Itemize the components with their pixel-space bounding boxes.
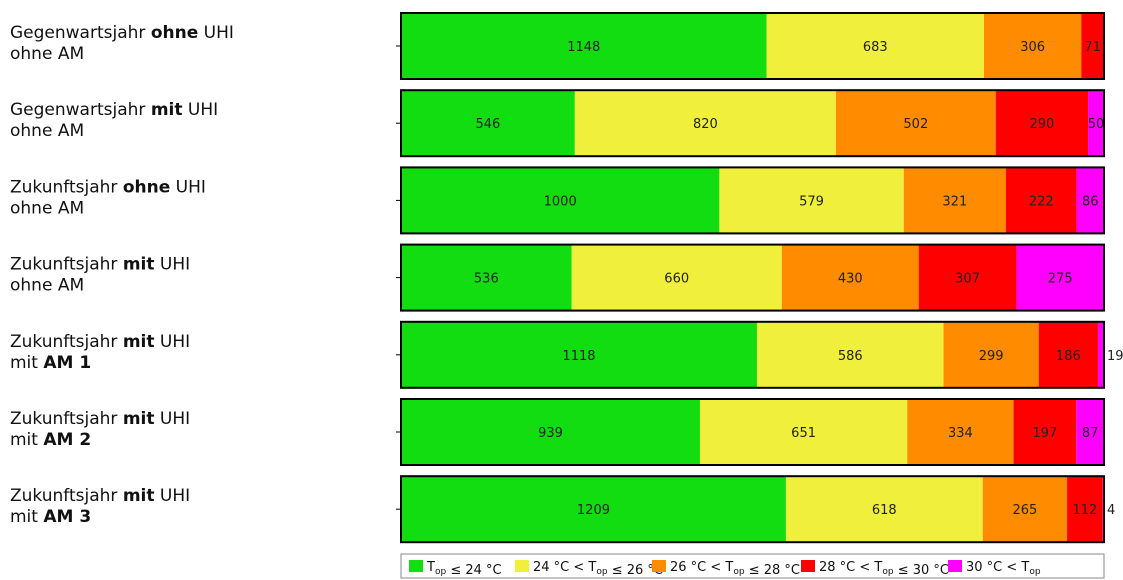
bar-segment — [1005, 167, 1077, 234]
bar-segment — [766, 13, 984, 79]
category-label: Gegenwartsjahr mit UHI ohne AM — [10, 100, 218, 141]
data-label: 275 — [1048, 272, 1073, 287]
data-label: 87 — [1082, 426, 1099, 441]
bar-segment — [1076, 167, 1104, 234]
data-label: 197 — [1033, 426, 1058, 441]
bar-segment — [982, 476, 1068, 543]
bar-segment — [918, 244, 1017, 311]
legend-label: 30 °C < Top — [966, 560, 1041, 577]
bar-outline — [400, 89, 1105, 158]
bar-outline — [400, 12, 1105, 80]
data-label: 618 — [872, 503, 897, 518]
data-label: 86 — [1082, 194, 1099, 209]
bar-segment — [574, 90, 836, 157]
bar-segment — [835, 90, 996, 157]
bar-segment — [699, 399, 908, 465]
data-label: 1000 — [544, 194, 577, 209]
bar-segment — [1013, 399, 1077, 465]
bar-segment — [1081, 13, 1104, 79]
data-label: 1148 — [567, 40, 600, 55]
data-label: 586 — [838, 349, 863, 364]
data-label: 820 — [693, 117, 718, 132]
data-label: 299 — [979, 349, 1004, 364]
category-label: Zukunftsjahr mit UHI mit AM 2 — [10, 409, 190, 450]
bar-segment — [907, 399, 1014, 465]
bar-segment — [1097, 321, 1104, 388]
data-label: 651 — [791, 426, 816, 441]
bar-segment — [1076, 399, 1104, 465]
data-label: 430 — [838, 272, 863, 287]
data-label: 1118 — [562, 349, 595, 364]
bar-segment — [401, 13, 767, 79]
data-label: 19 — [1107, 349, 1123, 364]
legend-swatch — [409, 560, 423, 572]
data-label: 307 — [955, 272, 980, 287]
data-label: 71 — [1084, 40, 1101, 55]
bar-outline — [400, 398, 1105, 466]
bar-segment — [401, 244, 572, 311]
data-label: 546 — [476, 117, 501, 132]
bar-outline — [400, 243, 1105, 312]
bar-segment — [401, 90, 575, 157]
data-label: 4 — [1107, 503, 1115, 518]
data-label: 502 — [903, 117, 928, 132]
legend-swatch — [948, 560, 962, 572]
bar-segment — [401, 476, 786, 543]
data-label: 186 — [1056, 349, 1081, 364]
data-label: 222 — [1029, 194, 1054, 209]
data-label: 290 — [1030, 117, 1055, 132]
bar-segment — [1016, 244, 1104, 311]
data-label: 112 — [1072, 503, 1097, 518]
legend-swatch — [801, 560, 815, 572]
bar-segment — [983, 13, 1082, 79]
bar-segment — [401, 321, 757, 388]
data-label: 683 — [863, 40, 888, 55]
category-label: Zukunftsjahr mit UHI ohne AM — [10, 255, 190, 296]
legend-label: 26 °C < Top ≤ 28 °C — [670, 560, 800, 578]
bar-segment — [781, 244, 919, 311]
data-label: 50 — [1088, 117, 1105, 132]
legend-swatch — [515, 560, 529, 572]
bar-segment — [943, 321, 1039, 388]
category-label: Gegenwartsjahr ohne UHI ohne AM — [10, 23, 234, 64]
bar-segment — [995, 90, 1089, 157]
bar-segment — [571, 244, 782, 311]
bar-segment — [719, 167, 904, 234]
bar-segment — [401, 399, 700, 465]
data-label: 939 — [538, 426, 563, 441]
bar-segment — [1038, 321, 1098, 388]
bar-segment — [903, 167, 1006, 234]
legend-swatch — [652, 560, 666, 572]
bar-segment — [785, 476, 983, 543]
legend-label: 24 °C < Top ≤ 26 °C — [533, 560, 663, 578]
category-label: Zukunftsjahr mit UHI mit AM 1 — [10, 332, 190, 373]
bar-segment — [1088, 90, 1104, 157]
data-label: 579 — [799, 194, 824, 209]
bar-segment — [756, 321, 944, 388]
data-label: 660 — [664, 272, 689, 287]
bar-segment — [1067, 476, 1103, 543]
data-label: 536 — [474, 272, 499, 287]
category-label: Zukunftsjahr ohne UHI ohne AM — [10, 177, 206, 218]
bar-outline — [400, 320, 1105, 389]
category-label: Zukunftsjahr mit UHI mit AM 3 — [10, 486, 190, 527]
data-label: 265 — [1012, 503, 1037, 518]
data-label: 306 — [1020, 40, 1045, 55]
data-label: 334 — [948, 426, 973, 441]
bar-outline — [400, 166, 1105, 235]
data-label: 321 — [942, 194, 967, 209]
bar-outline — [400, 475, 1105, 544]
legend-label: 28 °C < Top ≤ 30 °C — [819, 560, 949, 578]
bar-segment — [401, 167, 720, 234]
data-label: 1209 — [577, 503, 610, 518]
legend-label: Top ≤ 24 °C — [426, 560, 502, 578]
